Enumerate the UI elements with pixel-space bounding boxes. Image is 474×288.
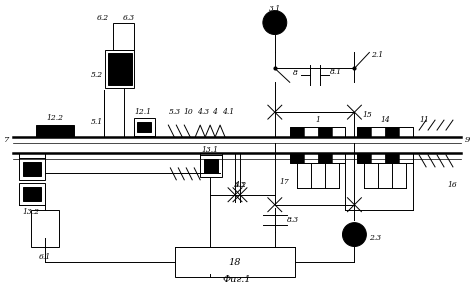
Bar [357, 127, 413, 137]
Bar [19, 158, 45, 180]
Text: 12.2: 12.2 [46, 114, 64, 122]
Text: 4.1: 4.1 [222, 108, 234, 116]
Bar [357, 153, 413, 163]
Text: 4: 4 [212, 108, 217, 116]
Text: 13.1: 13.1 [201, 146, 219, 154]
Text: 7: 7 [4, 136, 9, 144]
Bar [137, 122, 151, 132]
Bar [105, 50, 135, 88]
Bar [399, 153, 413, 163]
Bar [290, 127, 304, 137]
Text: 8.3: 8.3 [287, 216, 299, 224]
Bar [371, 127, 385, 137]
Bar [19, 183, 45, 205]
Bar [290, 153, 346, 163]
Bar [23, 187, 41, 201]
Text: 4.2: 4.2 [234, 181, 246, 189]
Bar [134, 118, 155, 136]
Text: 11: 11 [419, 116, 429, 124]
Text: 15: 15 [363, 111, 372, 119]
Text: 6.3: 6.3 [123, 14, 135, 22]
Text: 10: 10 [183, 108, 193, 116]
Bar [331, 153, 346, 163]
Bar [36, 125, 74, 137]
Bar [304, 153, 318, 163]
Text: 2.1: 2.1 [371, 52, 383, 59]
Text: 1: 1 [315, 116, 320, 124]
Bar [290, 153, 304, 163]
Text: 17: 17 [280, 178, 290, 186]
Text: 5.1: 5.1 [91, 118, 103, 126]
Text: 8.1: 8.1 [329, 68, 342, 76]
Bar [31, 210, 59, 247]
Bar [290, 127, 346, 137]
Text: 9: 9 [465, 136, 470, 144]
Text: 16: 16 [447, 181, 457, 189]
Bar [318, 153, 331, 163]
Circle shape [343, 223, 366, 247]
Text: 12.1: 12.1 [135, 108, 152, 116]
Text: 2.3: 2.3 [369, 234, 382, 242]
Bar [331, 127, 346, 137]
Bar [200, 155, 222, 177]
Bar [385, 127, 399, 137]
Text: 5.2: 5.2 [91, 71, 103, 79]
Bar [385, 153, 399, 163]
Bar [318, 127, 331, 137]
Bar [113, 22, 135, 50]
Text: 5.3: 5.3 [168, 108, 181, 116]
Text: 4.3: 4.3 [197, 108, 210, 116]
Bar [371, 153, 385, 163]
Bar [399, 127, 413, 137]
Bar [23, 162, 41, 176]
Text: 6.1: 6.1 [39, 253, 51, 262]
Text: 14: 14 [381, 116, 390, 124]
Bar [204, 159, 218, 173]
Bar [304, 127, 318, 137]
Text: 13.2: 13.2 [22, 208, 39, 216]
Text: 8: 8 [293, 69, 298, 77]
Bar [108, 54, 131, 85]
Text: 18: 18 [229, 258, 241, 267]
Bar [357, 153, 371, 163]
Text: Фиг.1: Фиг.1 [223, 275, 251, 284]
Text: 3.1: 3.1 [269, 5, 281, 13]
Text: 3.3: 3.3 [234, 181, 246, 189]
Bar [175, 247, 295, 277]
Text: 6.2: 6.2 [97, 14, 109, 22]
Circle shape [263, 11, 287, 35]
Bar [357, 127, 371, 137]
